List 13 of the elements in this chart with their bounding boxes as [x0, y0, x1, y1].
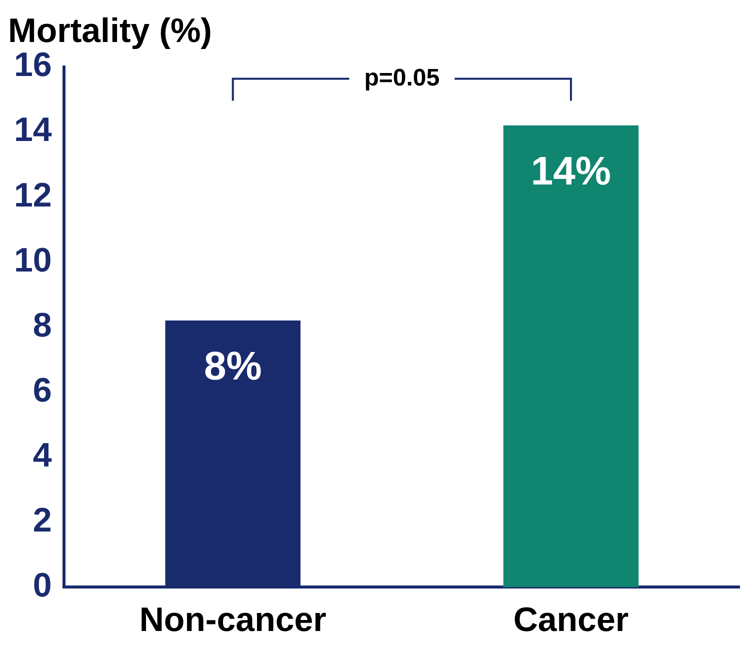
y-tick-label: 12	[14, 176, 52, 214]
y-tick-label: 2	[32, 502, 52, 540]
data-label: 8%	[204, 344, 262, 389]
y-tick-label: 0	[32, 566, 52, 605]
y-tick-label: 14	[14, 111, 52, 150]
x-tick-label: Non-cancer	[139, 600, 326, 639]
annotation: p=0.05	[364, 64, 440, 92]
data-label: 14%	[530, 149, 611, 194]
y-tick-label: 4	[32, 436, 52, 474]
x-tick-label: Cancer	[513, 600, 629, 639]
y-tick-label: 10	[14, 241, 52, 280]
y-tick-label: 8	[32, 306, 52, 344]
y-tick-label: 6	[32, 371, 52, 410]
